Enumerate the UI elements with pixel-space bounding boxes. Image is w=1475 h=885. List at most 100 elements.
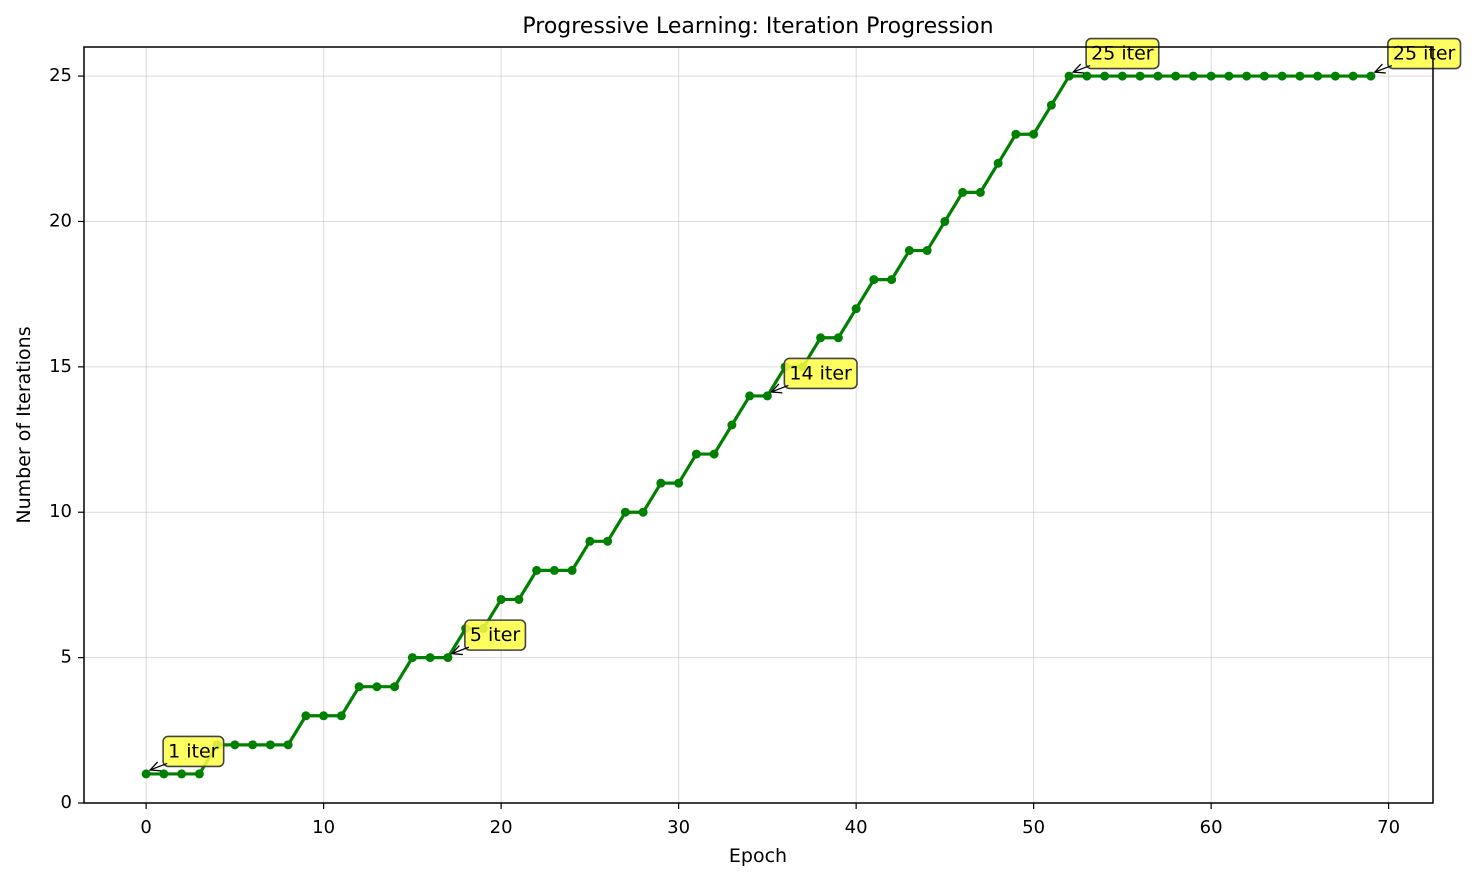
annotation-arrowhead xyxy=(450,645,463,656)
data-point xyxy=(656,478,666,488)
x-tick-label: 40 xyxy=(845,817,868,838)
data-point xyxy=(1295,71,1305,81)
data-point xyxy=(1313,71,1323,81)
data-point xyxy=(336,711,346,721)
data-point xyxy=(1029,129,1039,139)
data-point xyxy=(1188,71,1198,81)
annotation-arrowhead xyxy=(769,383,783,394)
annotation-arrow xyxy=(1374,64,1393,73)
data-point xyxy=(1011,129,1021,139)
annotation-text: 25 iter xyxy=(1091,43,1154,65)
series-line xyxy=(144,74,1373,776)
y-tick-label: 25 xyxy=(49,65,72,86)
annotation: 25 iter xyxy=(1071,37,1160,74)
annotation-box xyxy=(1085,37,1160,70)
data-point xyxy=(709,449,719,459)
x-tick-label: 50 xyxy=(1022,817,1045,838)
annotation-box xyxy=(783,357,858,390)
data-point xyxy=(407,653,417,663)
data-point xyxy=(1366,71,1376,81)
annotation: 1 iter xyxy=(148,735,225,772)
data-point xyxy=(816,333,826,343)
data-point xyxy=(194,769,204,779)
data-point xyxy=(354,682,364,692)
data-point xyxy=(141,769,151,779)
annotation-arrowhead xyxy=(1071,63,1085,74)
y-tick-label: 15 xyxy=(49,356,72,377)
annotation-arrow xyxy=(1072,64,1091,73)
data-point xyxy=(1171,71,1181,81)
data-point xyxy=(159,769,169,779)
data-point xyxy=(833,333,843,343)
annotation-box xyxy=(464,619,527,651)
y-axis-label: Number of Iterations xyxy=(13,326,35,523)
annotation-box xyxy=(162,735,225,768)
x-tick-label: 10 xyxy=(312,817,335,838)
data-point xyxy=(1242,71,1252,81)
annotation-arrow xyxy=(771,384,789,393)
data-point xyxy=(372,682,382,692)
data-point xyxy=(851,304,861,314)
data-point xyxy=(443,653,453,663)
data-point xyxy=(1259,71,1269,81)
y-tick-label: 0 xyxy=(61,792,72,813)
data-point xyxy=(887,275,897,285)
data-point xyxy=(532,565,542,575)
data-point xyxy=(922,246,932,256)
data-point xyxy=(904,246,914,256)
annotation-box xyxy=(1387,37,1462,70)
data-point xyxy=(869,275,879,285)
axes-layer: 0 10 20 30 40 50 60 70 0 5 10 15 20 25 xyxy=(49,46,1434,838)
annotation: 14 iter xyxy=(769,357,858,394)
data-point xyxy=(425,653,435,663)
series-layer xyxy=(141,71,1376,779)
data-point xyxy=(1082,71,1092,81)
data-point xyxy=(620,507,630,517)
data-point xyxy=(319,711,329,721)
annotation: 25 iter xyxy=(1373,37,1462,74)
data-point xyxy=(940,216,950,226)
plot-frame xyxy=(83,46,1434,804)
x-tick-label: 20 xyxy=(490,817,513,838)
data-point xyxy=(1100,71,1110,81)
data-point xyxy=(638,507,648,517)
data-point xyxy=(514,594,524,604)
annotation-text: 25 iter xyxy=(1393,43,1456,65)
y-tick-label: 5 xyxy=(61,647,72,668)
data-point xyxy=(585,536,595,546)
data-point xyxy=(496,594,506,604)
data-point xyxy=(958,187,968,197)
data-point xyxy=(745,391,755,401)
data-point xyxy=(1046,100,1056,110)
data-point xyxy=(265,740,275,750)
data-point xyxy=(674,478,684,488)
data-point xyxy=(177,769,187,779)
data-point xyxy=(390,682,400,692)
data-point xyxy=(975,187,985,197)
annotation-arrowhead xyxy=(148,761,162,772)
data-point xyxy=(230,740,240,750)
x-axis-label: Epoch xyxy=(729,845,787,867)
data-point xyxy=(1135,71,1145,81)
data-point xyxy=(1277,71,1287,81)
data-point xyxy=(248,740,258,750)
x-tick-label: 60 xyxy=(1200,817,1223,838)
data-point xyxy=(567,565,577,575)
annotation-text: 5 iter xyxy=(470,624,521,646)
annotation: 5 iter xyxy=(450,619,527,656)
data-point xyxy=(727,420,737,430)
data-point xyxy=(993,158,1003,168)
data-point xyxy=(1117,71,1127,81)
annotation-text: 1 iter xyxy=(168,740,219,762)
data-point xyxy=(1348,71,1358,81)
x-tick-label: 70 xyxy=(1377,817,1400,838)
annotation-text: 14 iter xyxy=(789,362,852,384)
data-point xyxy=(1064,71,1074,81)
y-tick-label: 10 xyxy=(49,501,72,522)
x-tick-label: 30 xyxy=(667,817,690,838)
annotation-layer: 1 iter 5 iter 14 iter 25 iter 25 iter xyxy=(148,37,1462,772)
data-point xyxy=(283,740,293,750)
data-point xyxy=(1153,71,1163,81)
